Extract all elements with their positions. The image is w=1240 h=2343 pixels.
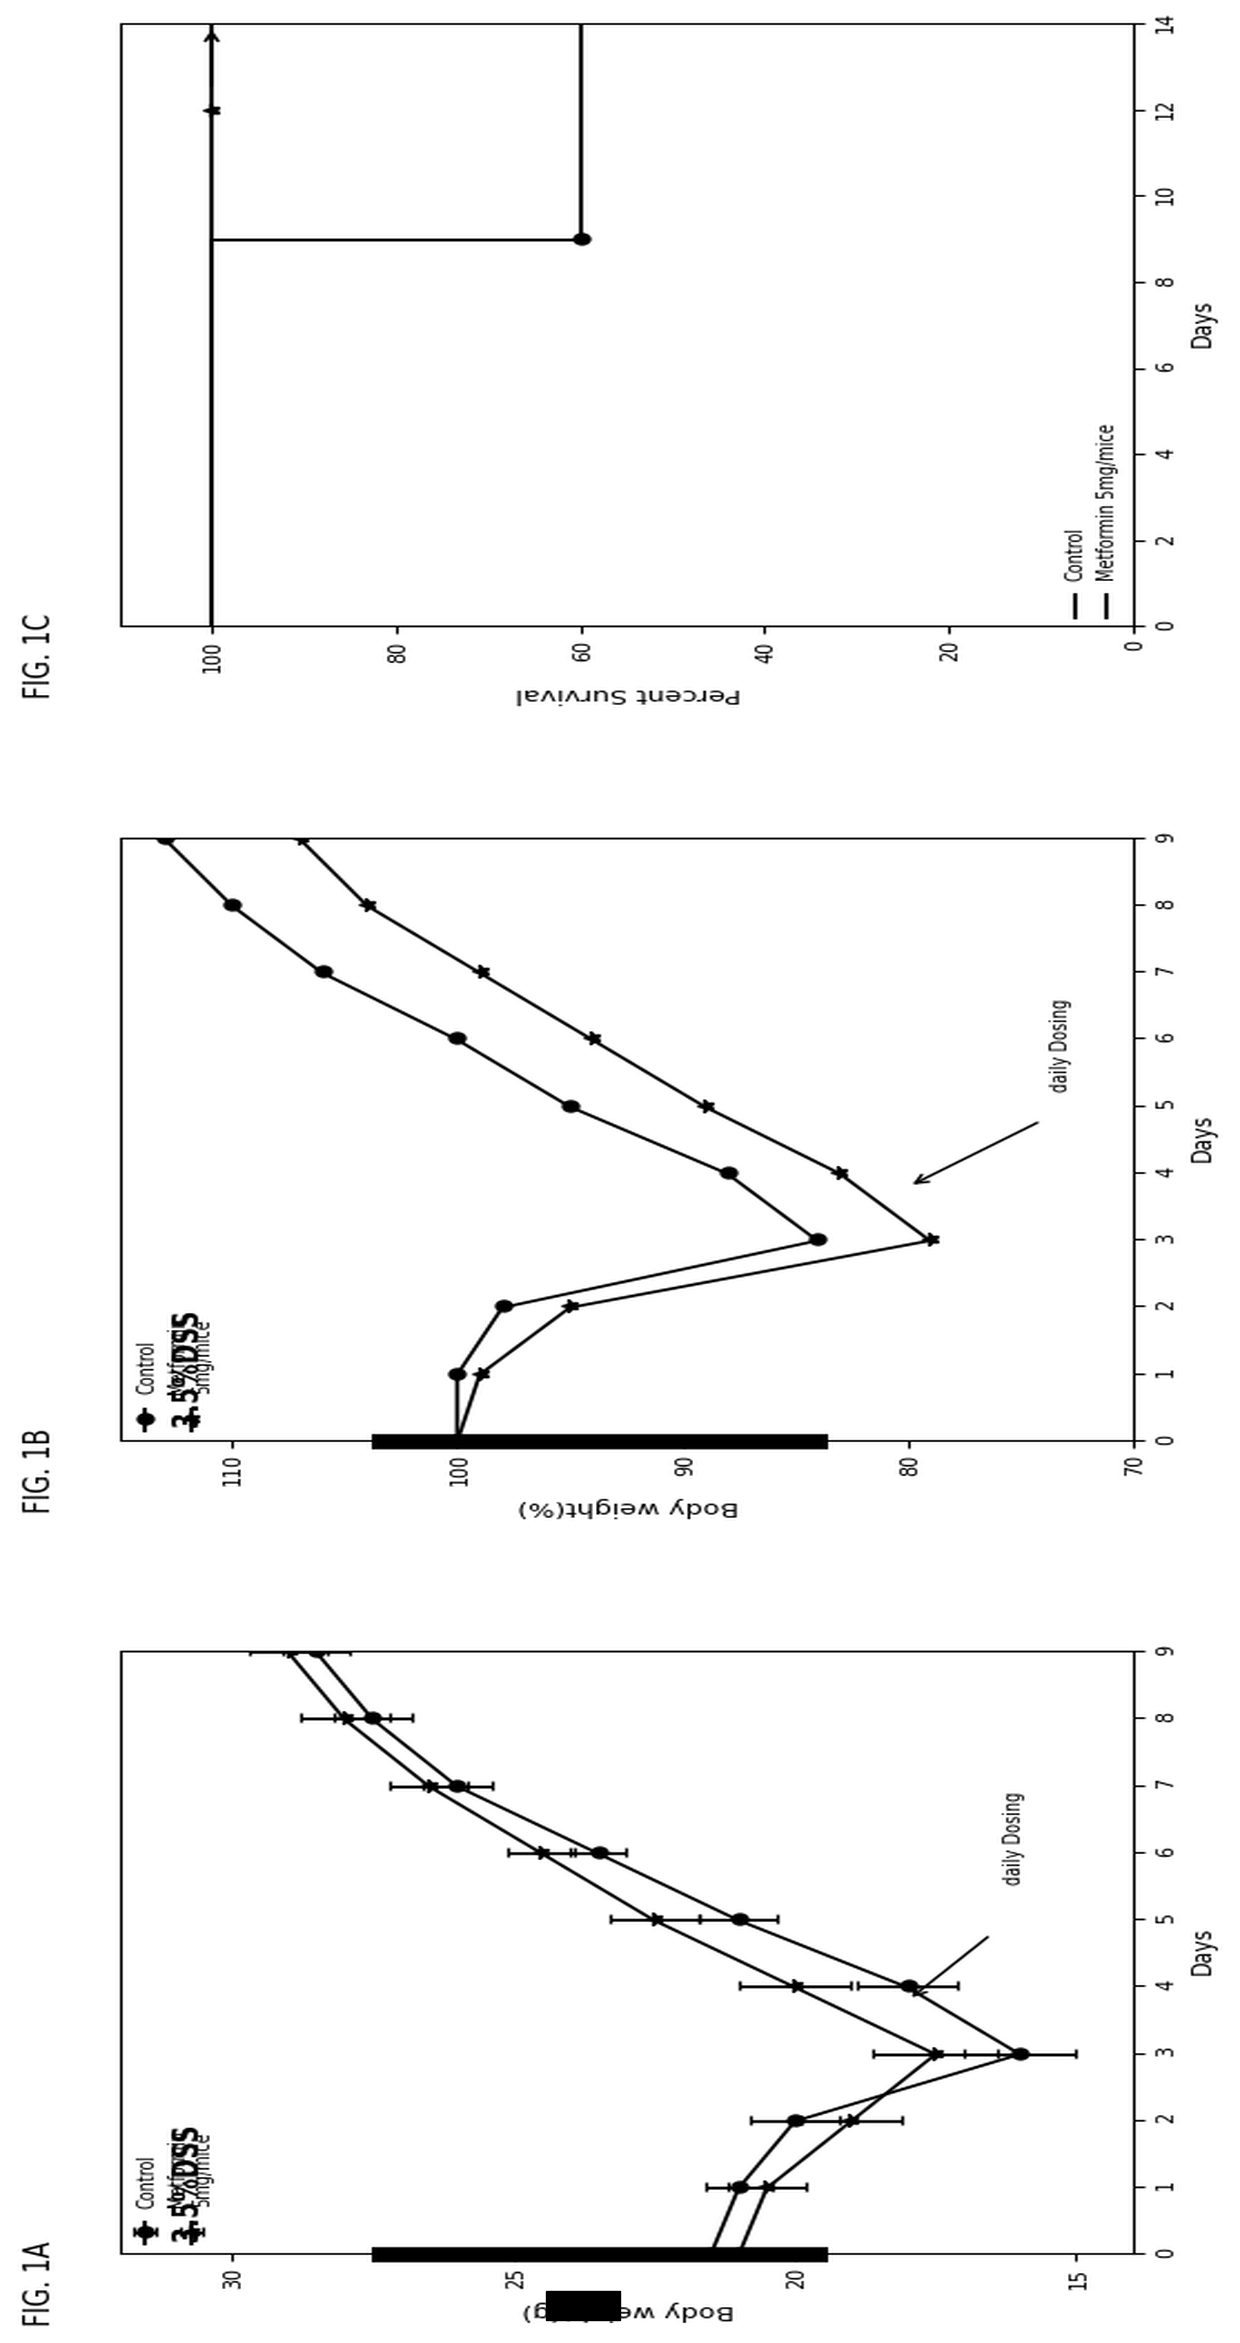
Bar — [546, 2291, 620, 2320]
